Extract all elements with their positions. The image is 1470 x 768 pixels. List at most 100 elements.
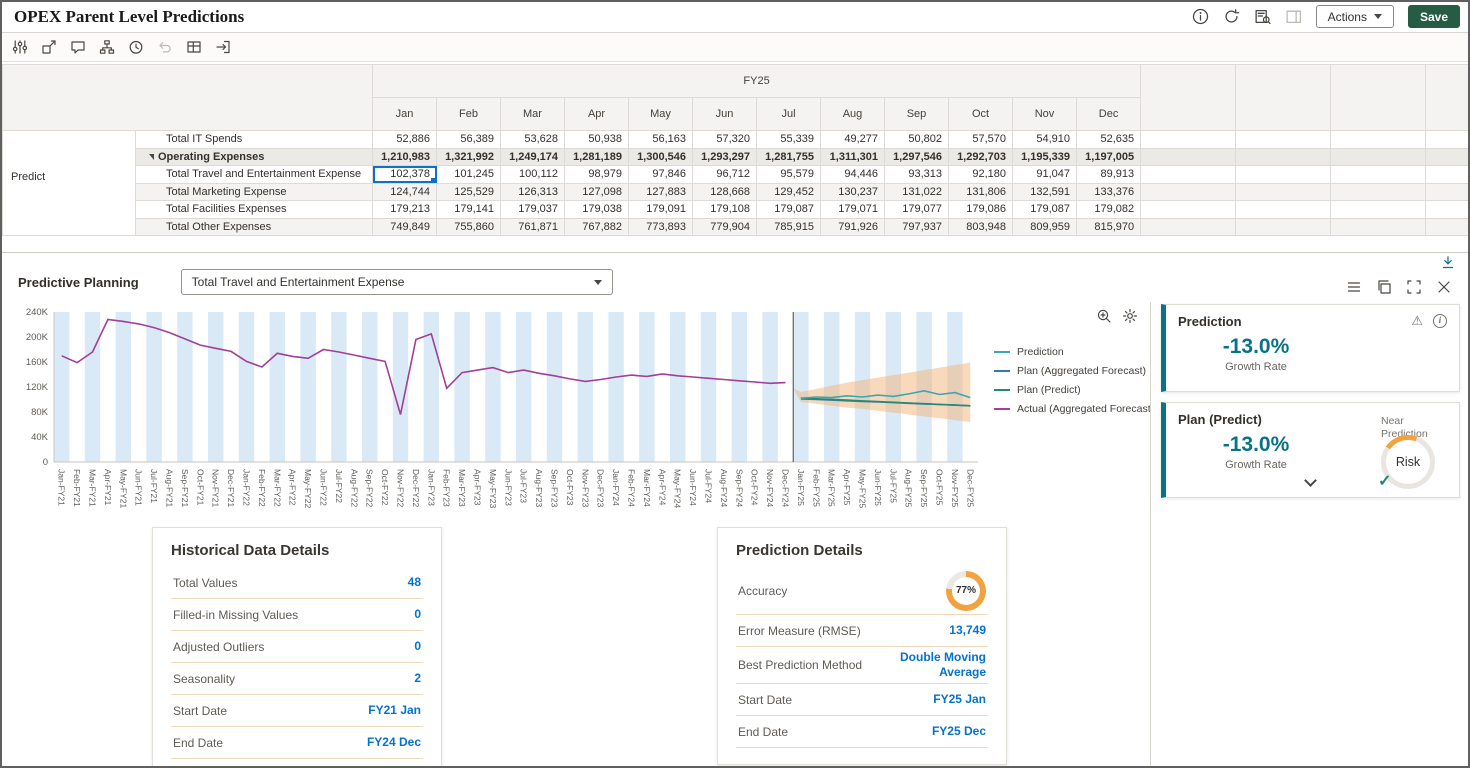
info-icon[interactable]: i [1433, 314, 1447, 328]
grid-cell[interactable]: 1,281,755 [756, 147, 821, 166]
grid-cell[interactable]: 129,452 [756, 182, 821, 201]
grid-empty-cell[interactable] [1140, 217, 1237, 236]
grid-cell[interactable]: 50,802 [884, 130, 949, 149]
grid-cell[interactable]: 797,937 [884, 217, 949, 236]
grid-cell[interactable]: 126,313 [500, 182, 565, 201]
grid-empty-cell[interactable] [1140, 182, 1237, 201]
grid-cell[interactable]: 96,712 [692, 165, 757, 184]
grid-cell[interactable]: 1,197,005 [1075, 147, 1142, 166]
grid-empty-cell[interactable] [1235, 147, 1332, 166]
grid-cell[interactable]: 133,376 [1075, 182, 1142, 201]
grid-layout-icon[interactable] [186, 39, 202, 55]
grid-cell[interactable]: 94,446 [820, 165, 885, 184]
grid-cell[interactable]: 124,744 [372, 182, 437, 201]
grid-empty-cell[interactable] [1235, 182, 1332, 201]
actions-button[interactable]: Actions [1315, 5, 1394, 28]
grid-cell[interactable]: 1,210,983 [372, 147, 437, 166]
grid-empty-cell[interactable] [1140, 165, 1237, 184]
grid-empty-cell[interactable] [1140, 147, 1237, 166]
undo-icon[interactable] [157, 39, 173, 55]
grid-cell[interactable]: 100,112 [500, 165, 565, 184]
grid-cell[interactable]: 89,913 [1075, 165, 1142, 184]
grid-month-header[interactable]: Aug [820, 97, 885, 131]
member-selector-icon[interactable] [41, 39, 57, 55]
grid-cell[interactable]: 179,082 [1075, 200, 1142, 219]
grid-cell[interactable]: 131,022 [884, 182, 949, 201]
grid-empty-cell[interactable] [1330, 217, 1427, 236]
grid-empty-cell[interactable] [1425, 130, 1468, 149]
grid-cell[interactable]: 749,849 [372, 217, 437, 236]
history-icon[interactable] [128, 39, 144, 55]
collapse-panel-icon[interactable] [1440, 255, 1456, 271]
grid-cell[interactable]: 125,529 [436, 182, 501, 201]
grid-empty-cell[interactable] [1425, 217, 1468, 236]
collapse-triangle-icon[interactable] [149, 153, 154, 160]
grid-cell[interactable]: 50,938 [564, 130, 629, 149]
grid-cell[interactable]: 815,970 [1075, 217, 1142, 236]
grid-empty-cell[interactable] [1235, 130, 1332, 149]
grid-cell[interactable]: 809,959 [1012, 217, 1077, 236]
grid-cell[interactable]: 179,108 [692, 200, 757, 219]
grid-cell[interactable]: 179,141 [436, 200, 501, 219]
grid-empty-cell[interactable] [1330, 130, 1427, 149]
grid-member-name[interactable]: Total Travel and Entertainment Expense [135, 165, 373, 184]
grid-cell[interactable]: 1,195,339 [1012, 147, 1077, 166]
grid-empty-cell[interactable] [1330, 147, 1427, 166]
grid-cell[interactable]: 102,378 [372, 165, 437, 184]
grid-cell[interactable]: 57,570 [948, 130, 1013, 149]
grid-cell[interactable]: 56,163 [628, 130, 693, 149]
grid-empty-cell[interactable] [1235, 217, 1332, 236]
grid-cell[interactable]: 179,087 [1012, 200, 1077, 219]
grid-month-header[interactable]: Oct [948, 97, 1013, 131]
grid-cell[interactable]: 761,871 [500, 217, 565, 236]
grid-month-header[interactable]: May [628, 97, 693, 131]
maximize-icon[interactable] [1406, 279, 1422, 295]
grid-cell[interactable]: 128,668 [692, 182, 757, 201]
grid-cell[interactable]: 95,579 [756, 165, 821, 184]
grid-cell[interactable]: 803,948 [948, 217, 1013, 236]
grid-month-header[interactable]: Mar [500, 97, 565, 131]
grid-cell[interactable]: 1,300,546 [628, 147, 693, 166]
grid-cell[interactable]: 1,321,992 [436, 147, 501, 166]
grid-cell[interactable]: 779,904 [692, 217, 757, 236]
grid-member-name[interactable]: Total Facilities Expenses [135, 200, 373, 219]
grid-cell[interactable]: 785,915 [756, 217, 821, 236]
grid-empty-cell[interactable] [1425, 147, 1468, 166]
grid-empty-cell[interactable] [1235, 200, 1332, 219]
grid-empty-cell[interactable] [1330, 200, 1427, 219]
grid-cell[interactable]: 52,886 [372, 130, 437, 149]
grid-empty-cell[interactable] [1235, 165, 1332, 184]
exit-icon[interactable] [215, 39, 231, 55]
side-panel-icon[interactable] [1285, 8, 1302, 25]
grid-cell[interactable]: 52,635 [1075, 130, 1142, 149]
grid-member-name[interactable]: Total Marketing Expense [135, 182, 373, 201]
grid-cell[interactable]: 179,087 [756, 200, 821, 219]
grid-cell[interactable]: 755,860 [436, 217, 501, 236]
grid-member-name[interactable]: Total Other Expenses [135, 217, 373, 236]
grid-cell[interactable]: 49,277 [820, 130, 885, 149]
grid-cell[interactable]: 54,910 [1012, 130, 1077, 149]
grid-cell[interactable]: 101,245 [436, 165, 501, 184]
grid-month-header[interactable]: Jan [372, 97, 437, 131]
member-selector-dropdown[interactable]: Total Travel and Entertainment Expense [180, 269, 613, 295]
grid-cell[interactable]: 1,297,546 [884, 147, 949, 166]
grid-cell[interactable]: 179,038 [564, 200, 629, 219]
hierarchy-icon[interactable] [99, 39, 115, 55]
grid-month-header[interactable]: Dec [1075, 97, 1142, 131]
grid-cell[interactable]: 179,213 [372, 200, 437, 219]
grid-cell[interactable]: 131,806 [948, 182, 1013, 201]
grid-cell[interactable]: 55,339 [756, 130, 821, 149]
grid-cell[interactable]: 1,249,174 [500, 147, 565, 166]
comments-icon[interactable] [70, 39, 86, 55]
grid-cell[interactable]: 53,628 [500, 130, 565, 149]
gear-icon[interactable] [1122, 308, 1138, 324]
refresh-icon[interactable] [1223, 8, 1240, 25]
grid-cell[interactable]: 92,180 [948, 165, 1013, 184]
grid-member-name[interactable]: Operating Expenses [135, 147, 373, 166]
grid-cell[interactable]: 57,320 [692, 130, 757, 149]
grid-month-header[interactable]: Jun [692, 97, 757, 131]
grid-month-header[interactable]: Jul [756, 97, 821, 131]
grid-cell[interactable]: 1,292,703 [948, 147, 1013, 166]
grid-empty-cell[interactable] [1425, 182, 1468, 201]
grid-cell[interactable]: 1,311,301 [820, 147, 885, 166]
